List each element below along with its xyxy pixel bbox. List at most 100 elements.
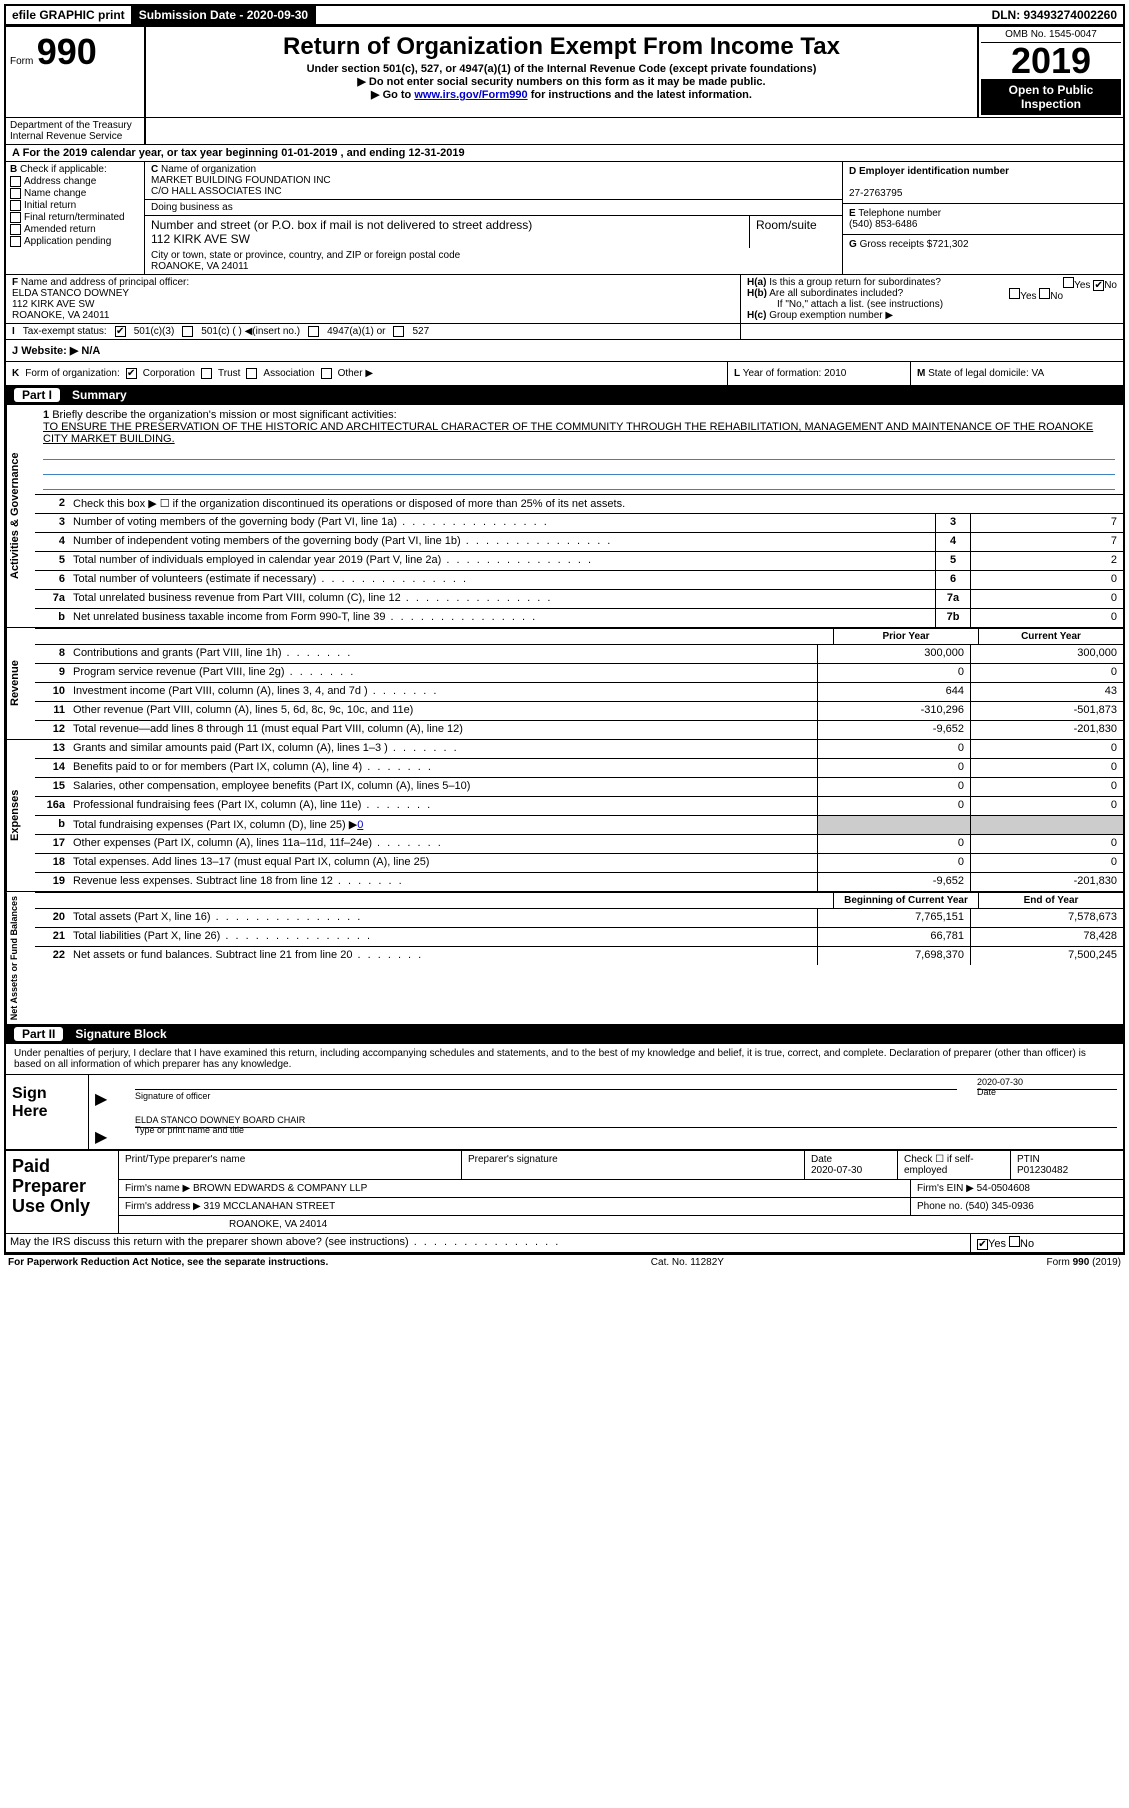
- checkbox-icon[interactable]: [308, 326, 319, 337]
- checkbox-icon[interactable]: [1009, 1236, 1020, 1247]
- mission-text: TO ENSURE THE PRESERVATION OF THE HISTOR…: [43, 421, 1093, 445]
- form990-link[interactable]: www.irs.gov/Form990: [414, 89, 527, 101]
- gross-receipts-box: G Gross receipts $721,302: [843, 235, 1123, 254]
- check-name-change[interactable]: Name change: [10, 188, 140, 199]
- part-2-header: Part II Signature Block: [6, 1024, 1123, 1043]
- vert-label-expenses: Expenses: [6, 740, 35, 891]
- expenses-section: Expenses 13Grants and similar amounts pa…: [6, 739, 1123, 891]
- goto-note: ▶ Go to www.irs.gov/Form990 for instruct…: [154, 88, 969, 101]
- mission-box: 1 Briefly describe the organization's mi…: [35, 405, 1123, 494]
- sign-date: 2020-07-30 Date: [977, 1089, 1117, 1109]
- ein-box: D Employer identification number 27-2763…: [843, 162, 1123, 204]
- officer-name: ELDA STANCO DOWNEY: [12, 288, 129, 299]
- gross-receipts-value: 721,302: [932, 239, 968, 250]
- officer-addr1: 112 KIRK AVE SW: [12, 299, 94, 310]
- telephone-value: (540) 853-6486: [849, 219, 917, 230]
- checkbox-icon[interactable]: [126, 368, 137, 379]
- form-of-org: K Form of organization: Corporation Trus…: [6, 362, 727, 385]
- checkbox-icon[interactable]: [10, 176, 21, 187]
- org-address: 112 KIRK AVE SW: [151, 232, 250, 246]
- ein-value: 27-2763795: [849, 188, 902, 199]
- form-title: Return of Organization Exempt From Incom…: [154, 33, 969, 61]
- page-footer: For Paperwork Reduction Act Notice, see …: [4, 1254, 1125, 1270]
- telephone-box: E Telephone number (540) 853-6486: [843, 204, 1123, 235]
- period-row: A For the 2019 calendar year, or tax yea…: [6, 144, 1123, 161]
- section-d: D Employer identification number 27-2763…: [842, 162, 1123, 274]
- officer-name-line: ELDA STANCO DOWNEY BOARD CHAIR Type or p…: [135, 1127, 1117, 1147]
- checkbox-icon[interactable]: [10, 224, 21, 235]
- year-cell: OMB No. 1545-0047 2019 Open to Public In…: [979, 27, 1123, 117]
- net-assets-section: Net Assets or Fund Balances Beginning of…: [6, 891, 1123, 1024]
- address-box: Number and street (or P.O. box if mail i…: [145, 216, 842, 248]
- tax-status-website-row: I Tax-exempt status: 501(c)(3) 501(c) ( …: [6, 323, 1123, 339]
- firm-address-row: Firm's address ▶ 319 MCCLANAHAN STREET P…: [119, 1198, 1123, 1216]
- firm-city-row: ROANOKE, VA 24014: [119, 1216, 1123, 1233]
- checkbox-icon[interactable]: [321, 368, 332, 379]
- cat-no: Cat. No. 11282Y: [651, 1257, 724, 1268]
- state-domicile: M State of legal domicile: VA: [910, 362, 1123, 385]
- firm-name-row: Firm's name ▶ BROWN EDWARDS & COMPANY LL…: [119, 1180, 1123, 1198]
- form-header: Form 990 Return of Organization Exempt F…: [6, 27, 1123, 117]
- declaration-text: Under penalties of perjury, I declare th…: [6, 1043, 1123, 1074]
- officer-group-row: F Name and address of principal officer:…: [6, 274, 1123, 323]
- part-2-tab: Part II: [14, 1027, 63, 1041]
- checkbox-icon[interactable]: [393, 326, 404, 337]
- dept-cell: Department of the Treasury Internal Reve…: [6, 118, 146, 144]
- checkbox-icon[interactable]: [1009, 288, 1020, 299]
- efile-graphic-label: efile GRAPHIC print: [6, 6, 133, 24]
- tax-status-cell: I Tax-exempt status: 501(c)(3) 501(c) ( …: [6, 324, 740, 339]
- ssn-note: Do not enter social security numbers on …: [154, 75, 969, 88]
- officer-signature-line: Signature of officer: [135, 1089, 957, 1109]
- checkbox-icon[interactable]: [1093, 280, 1104, 291]
- top-bar: efile GRAPHIC print Submission Date - 20…: [4, 4, 1125, 26]
- checkbox-icon[interactable]: [10, 212, 21, 223]
- org-co: C/O HALL ASSOCIATES INC: [151, 186, 282, 197]
- check-amended[interactable]: Amended return: [10, 224, 140, 235]
- form-subtitle: Under section 501(c), 527, or 4947(a)(1)…: [154, 63, 969, 75]
- officer-addr2: ROANOKE, VA 24011: [12, 310, 109, 321]
- dln-label: DLN: 93493274002260: [986, 6, 1123, 24]
- checkbox-icon[interactable]: [246, 368, 257, 379]
- org-name: MARKET BUILDING FOUNDATION INC: [151, 175, 331, 186]
- check-app-pending[interactable]: Application pending: [10, 236, 140, 247]
- website-value: N/A: [81, 345, 100, 357]
- arrow-icon: ▶: [95, 1089, 115, 1109]
- title-cell: Return of Organization Exempt From Incom…: [146, 27, 979, 117]
- form-number: 990: [37, 31, 97, 72]
- dept-row: Department of the Treasury Internal Reve…: [6, 117, 1123, 144]
- vert-label-revenue: Revenue: [6, 628, 35, 739]
- open-public-badge: Open to Public Inspection: [981, 79, 1121, 115]
- part-1-header: Part I Summary: [6, 385, 1123, 404]
- revenue-section: Revenue Prior YearCurrent Year 8Contribu…: [6, 627, 1123, 739]
- submission-date-button[interactable]: Submission Date - 2020-09-30: [133, 6, 316, 24]
- section-c: C Name of organization MARKET BUILDING F…: [145, 162, 842, 274]
- form-prefix: Form: [10, 56, 33, 67]
- check-initial-return[interactable]: Initial return: [10, 200, 140, 211]
- org-name-box: C Name of organization MARKET BUILDING F…: [145, 162, 842, 200]
- vert-label-net-assets: Net Assets or Fund Balances: [6, 892, 35, 1024]
- fundraising-link[interactable]: 0: [357, 819, 363, 831]
- year-formation: L Year of formation: 2010: [727, 362, 910, 385]
- entity-info-row: B Check if applicable: Address change Na…: [6, 161, 1123, 274]
- checkbox-icon[interactable]: [977, 1239, 988, 1250]
- checkbox-icon[interactable]: [1039, 288, 1050, 299]
- checkbox-icon[interactable]: [10, 188, 21, 199]
- checkbox-icon[interactable]: [115, 326, 126, 337]
- check-final-return[interactable]: Final return/terminated: [10, 212, 140, 223]
- check-address-change[interactable]: Address change: [10, 176, 140, 187]
- form-of-org-row: K Form of organization: Corporation Trus…: [6, 361, 1123, 385]
- section-f: F Name and address of principal officer:…: [6, 275, 740, 323]
- checkbox-icon[interactable]: [1063, 277, 1074, 288]
- arrow-icon: ▶: [95, 1127, 115, 1147]
- checkbox-icon[interactable]: [182, 326, 193, 337]
- city-box: City or town, state or province, country…: [145, 248, 842, 274]
- paid-preparer-label: Paid Preparer Use Only: [6, 1151, 119, 1233]
- section-h: H(a) Is this a group return for subordin…: [740, 275, 1123, 323]
- checkbox-icon[interactable]: [10, 200, 21, 211]
- form-number-cell: Form 990: [6, 27, 146, 117]
- checkbox-icon[interactable]: [10, 236, 21, 247]
- part-2-title: Signature Block: [75, 1027, 166, 1041]
- checkbox-icon[interactable]: [201, 368, 212, 379]
- form-body: Form 990 Return of Organization Exempt F…: [4, 26, 1125, 1254]
- sign-here-block: Sign Here ▶ Signature of officer 2020-07…: [6, 1074, 1123, 1149]
